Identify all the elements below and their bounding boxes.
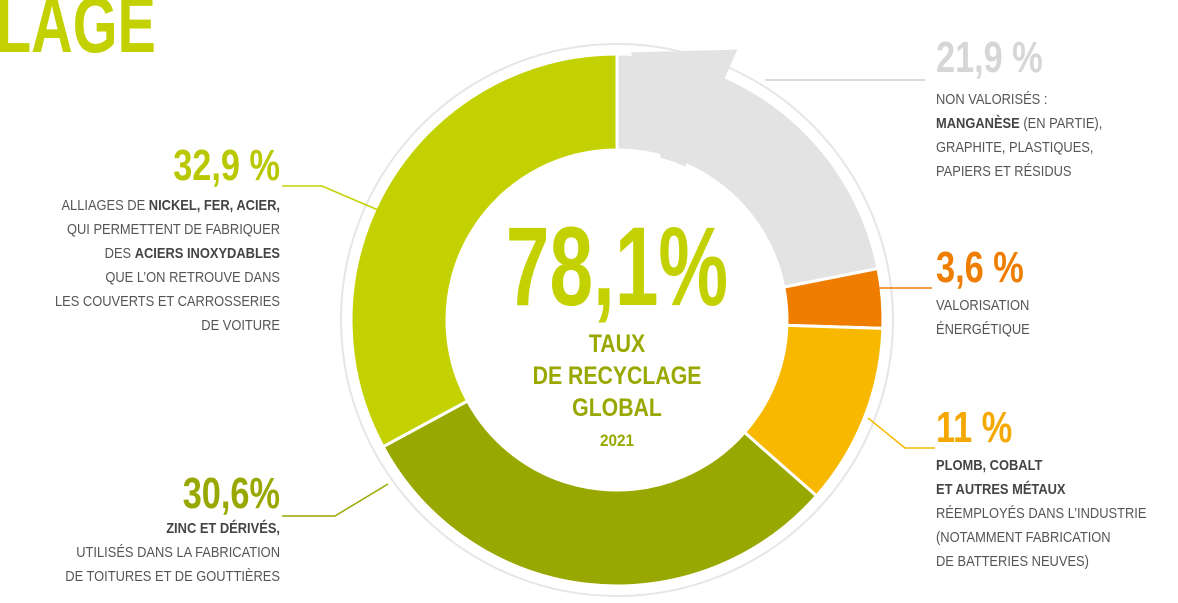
description-run: ALLIAGES DE [61,196,148,213]
description-run: GRAPHITE, PLASTIQUES, [936,138,1093,155]
value-label: 3,6 % [936,243,1024,292]
description-line: DE BATTERIES NEUVES) [936,552,1089,569]
description-run: LES COUVERTS ET CARROSSERIES [55,292,280,309]
description-run: ZINC ET DÉRIVÉS, [166,519,280,536]
center-year: 2021 [600,431,634,450]
description-run: DE TOITURES ET DE GOUTTIÈRES [65,567,280,584]
description-run: RÉEMPLOYÉS DANS L’INDUSTRIE [936,504,1146,521]
center-text: GLOBAL [572,393,662,421]
description-run: QUI PERMETTENT DE FABRIQUER [67,220,280,237]
description-run: PAPIERS ET RÉSIDUS [936,162,1072,179]
description-line: ÉNERGÉTIQUE [936,320,1030,337]
description-run: DES [105,244,135,261]
donut-segment [381,398,819,588]
description-line: QUI PERMETTENT DE FABRIQUER [67,220,280,237]
description-line: ET AUTRES MÉTAUX [936,480,1066,497]
donut-segment [349,52,619,449]
description-run: UTILISÉS DANS LA FABRICATION [76,543,280,560]
center-text: TAUX [589,329,646,357]
description-run: ET AUTRES MÉTAUX [936,480,1066,497]
description-line: DE TOITURES ET DE GOUTTIÈRES [65,567,280,584]
description-line: (NOTAMMENT FABRICATION [936,528,1111,545]
description-line: GRAPHITE, PLASTIQUES, [936,138,1093,155]
description-line: DES ACIERS INOXYDABLES [105,244,280,261]
description-line: ALLIAGES DE NICKEL, FER, ACIER, [61,196,280,213]
description-run: NICKEL, FER, ACIER, [149,196,280,213]
description-run: DE BATTERIES NEUVES) [936,552,1089,569]
value-label: 21,9 % [936,33,1043,82]
description-line: UTILISÉS DANS LA FABRICATION [76,543,280,560]
value-label: 32,9 % [173,141,280,190]
description-run: VALORISATION [936,296,1029,313]
title: LAGE [0,0,156,69]
description-line: RÉEMPLOYÉS DANS L’INDUSTRIE [936,504,1146,521]
center-value: 78,1% [506,204,728,329]
description-line: ZINC ET DÉRIVÉS, [166,519,280,536]
outer-ring [340,43,894,597]
description-run: ÉNERGÉTIQUE [936,320,1030,337]
center-text: DE RECYCLAGE [533,361,702,389]
description-line: VALORISATION [936,296,1029,313]
description-run: MANGANÈSE [936,114,1020,131]
description-line: PLOMB, COBALT [936,456,1043,473]
description-line: PAPIERS ET RÉSIDUS [936,162,1072,179]
inner-circle [449,152,785,488]
leader-line [282,185,379,211]
arrow-head [631,49,738,197]
value-label: 30,6% [183,469,280,518]
description-run: (NOTAMMENT FABRICATION [936,528,1111,545]
description-run: DE VOITURE [201,316,280,333]
description-line: QUE L’ON RETROUVE DANS [105,268,280,285]
description-run: (EN PARTIE), [1020,114,1103,131]
leader-line [282,483,389,517]
description-run: PLOMB, COBALT [936,456,1043,473]
description-line: MANGANÈSE (EN PARTIE), [936,114,1102,131]
value-label: 11 % [936,403,1012,452]
description-line: NON VALORISÉS : [936,90,1047,107]
description-run: NON VALORISÉS : [936,90,1047,107]
description-run: ACIERS INOXYDABLES [135,244,280,261]
description-line: LES COUVERTS ET CARROSSERIES [55,292,280,309]
description-line: DE VOITURE [201,316,280,333]
description-run: QUE L’ON RETROUVE DANS [105,268,280,285]
leader-line [867,417,935,449]
